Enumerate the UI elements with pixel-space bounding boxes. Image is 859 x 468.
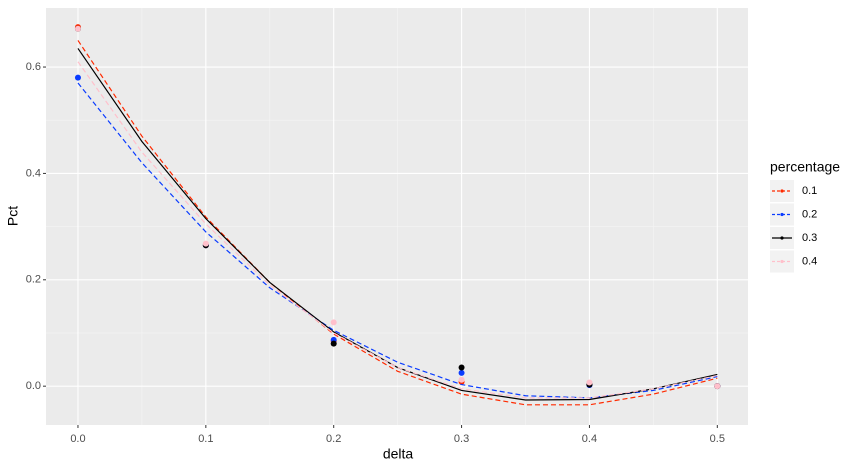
legend-point	[780, 236, 784, 240]
x-tick-label: 0.4	[582, 433, 597, 445]
legend-point	[780, 212, 784, 217]
data-point	[330, 319, 337, 326]
data-point	[458, 376, 465, 383]
fit-line	[77, 40, 718, 406]
data-point	[330, 340, 337, 347]
legend-title: percentage	[770, 159, 840, 175]
data-point	[714, 383, 721, 390]
y-tick-label: 0.0	[26, 380, 41, 392]
legend-label: 0.3	[802, 232, 817, 244]
y-tick-label: 0.4	[26, 167, 41, 179]
x-tick-label: 0.2	[326, 433, 341, 445]
y-axis-title: Pct	[5, 206, 21, 226]
fit-line	[77, 61, 718, 399]
data-point	[74, 25, 81, 32]
legend-point	[780, 189, 784, 193]
y-tick-label: 0.2	[26, 274, 41, 286]
x-axis-title: delta	[383, 446, 414, 462]
data-point	[586, 379, 593, 386]
legend-label: 0.2	[802, 208, 817, 220]
x-tick-label: 0.5	[710, 433, 725, 445]
x-tick-label: 0.3	[454, 433, 469, 445]
fit-line	[77, 48, 718, 401]
x-tick-label: 0.0	[70, 433, 85, 445]
panel	[46, 8, 748, 425]
legend-point	[780, 259, 784, 264]
x-tick-label: 0.1	[198, 433, 213, 445]
data-point	[458, 369, 465, 376]
data-point	[74, 74, 81, 81]
data-point	[458, 364, 465, 371]
y-tick-label: 0.6	[26, 61, 41, 73]
data-point	[202, 240, 209, 247]
legend-label: 0.1	[802, 185, 817, 197]
legend-label: 0.4	[802, 255, 817, 267]
